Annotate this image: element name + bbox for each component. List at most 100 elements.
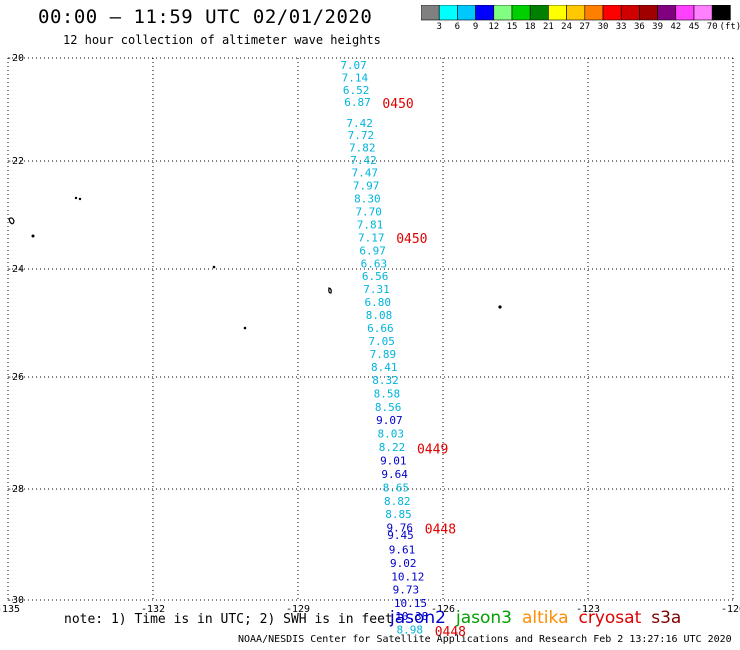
wave-height-value: 6.66 xyxy=(367,322,394,335)
color-scale-label: 3 xyxy=(436,22,442,32)
wave-height-value: 8.32 xyxy=(372,374,399,387)
color-scale-label: 39 xyxy=(652,22,664,32)
island xyxy=(243,326,247,330)
island xyxy=(8,217,15,225)
wave-height-value: 7.82 xyxy=(349,141,376,154)
legend-entry: altika xyxy=(522,608,569,628)
color-swatch xyxy=(711,5,731,21)
color-scale-label: 36 xyxy=(633,22,645,32)
color-scale-label: 12 xyxy=(488,22,500,32)
wave-height-value: 7.31 xyxy=(363,283,390,296)
wave-height-value: 9.01 xyxy=(380,455,407,468)
wave-height-value: 9.61 xyxy=(389,544,416,557)
wave-height-value: 6.80 xyxy=(365,296,392,309)
longitude-label: -135 xyxy=(0,604,20,615)
pass-time-label: 0448 xyxy=(435,625,466,640)
wave-height-value: 6.52 xyxy=(343,84,370,97)
longitude-label: -132 xyxy=(141,604,165,615)
color-scale-label: 30 xyxy=(597,22,609,32)
wave-height-value: 8.58 xyxy=(374,387,401,400)
color-scale-labels: 3 6 9 12 15 18 21 24 27 30 33 36 39 42 45 70 (ft) xyxy=(421,22,740,34)
wave-height-value: 8.65 xyxy=(383,481,410,494)
wave-height-value: 9.45 xyxy=(387,529,414,542)
latitude-tick-labels: -20 -22 -24 -26 -28 -30 xyxy=(6,53,24,606)
latitude-label: -24 xyxy=(6,264,24,275)
wave-height-value: 7.81 xyxy=(357,218,384,231)
latitude-label: -20 xyxy=(6,53,24,64)
wave-height-value: 7.05 xyxy=(368,335,395,348)
wave-height-value: 9.07 xyxy=(376,414,403,427)
pass-time-label: 0450 xyxy=(382,97,413,112)
wave-height-value: 9.02 xyxy=(390,557,417,570)
latitude-label: -30 xyxy=(6,595,24,606)
longitude-tick-labels: -135 -132 -129 -126 -123 -120 xyxy=(0,604,740,615)
wave-height-value: 10.38 xyxy=(395,610,428,623)
wave-height-value: 9.73 xyxy=(393,584,420,597)
wave-height-value: 8.98 xyxy=(396,624,423,637)
islands xyxy=(8,196,502,330)
island xyxy=(31,234,35,238)
color-scale-label: 15 xyxy=(506,22,518,32)
pass-time-label: 0450 xyxy=(396,232,427,247)
pass-time-label: 0448 xyxy=(425,523,456,538)
legend-entry: jason2 xyxy=(390,608,446,628)
credit-line: NOAA/NESDIS Center for Satellite Applica… xyxy=(238,634,732,645)
wave-height-value: 8.41 xyxy=(371,361,398,374)
latitude-label: -26 xyxy=(6,372,24,383)
longitude-label: -126 xyxy=(431,604,455,615)
color-scale-label: 42 xyxy=(670,22,682,32)
latitude-label: -22 xyxy=(6,156,24,167)
wave-height-value: 8.30 xyxy=(354,192,381,205)
grid-lines xyxy=(7,57,734,601)
wave-height-value: 7.70 xyxy=(355,205,382,218)
wave-height-value: 7.42 xyxy=(346,117,373,130)
footnote: note: 1) Time is in UTC; 2) SWH is in fe… xyxy=(64,612,393,627)
color-scale-label: 24 xyxy=(561,22,573,32)
wave-height-value: 9.76 xyxy=(387,521,414,534)
wave-height-value: 8.82 xyxy=(384,495,411,508)
legend-entry: jason3 xyxy=(456,608,512,628)
color-scale-label: 6 xyxy=(454,22,461,32)
color-scale-label: 18 xyxy=(524,22,536,32)
island xyxy=(328,287,332,294)
wave-height-value: 8.85 xyxy=(385,508,412,521)
wave-height-value: 6.97 xyxy=(359,244,386,257)
color-scale-label: 21 xyxy=(542,22,554,32)
altimeter-track: 7.077.146.526.877.427.727.827.427.477.97… xyxy=(340,59,428,636)
island xyxy=(212,265,216,269)
legend-entry: s3a xyxy=(651,608,682,628)
map-subtitle: 12 hour collection of altimeter wave hei… xyxy=(63,33,381,47)
latitude-label: -28 xyxy=(6,484,24,495)
map-title: 00:00 – 11:59 UTC 02/01/2020 xyxy=(38,6,373,28)
wave-height-value: 8.56 xyxy=(375,401,402,414)
longitude-label: -123 xyxy=(576,604,600,615)
wave-height-value: 7.47 xyxy=(352,167,379,180)
longitude-label: -129 xyxy=(286,604,310,615)
wave-height-value: 7.72 xyxy=(348,129,375,142)
longitude-label: -120 xyxy=(721,604,740,615)
color-scale-label: 27 xyxy=(579,22,591,32)
color-scale-bar xyxy=(421,5,731,21)
satellite-legend: jason2 jason3 altika cryosat s3a xyxy=(390,608,691,628)
island xyxy=(498,305,502,309)
wave-height-value: 6.56 xyxy=(362,270,389,283)
color-scale-label: 45 xyxy=(688,22,700,32)
wave-height-value: 7.42 xyxy=(350,154,377,167)
wave-height-value: 10.15 xyxy=(394,597,427,610)
wave-height-value: 9.64 xyxy=(381,468,408,481)
wave-height-value: 10.12 xyxy=(391,570,424,583)
island xyxy=(78,197,82,201)
legend-entry: cryosat xyxy=(578,608,642,628)
island xyxy=(74,196,78,200)
wave-height-value: 8.22 xyxy=(379,441,406,454)
time-labels: 0450 0450 0449 0448 0448 xyxy=(382,97,466,640)
wave-height-value: 6.87 xyxy=(344,96,371,109)
wave-height-value: 8.03 xyxy=(377,428,404,441)
wave-height-value: 7.14 xyxy=(342,71,369,84)
color-scale-label: (ft) xyxy=(719,22,740,32)
color-scale-label: 33 xyxy=(615,22,627,32)
wave-height-value: 7.17 xyxy=(358,231,385,244)
wave-height-value: 6.63 xyxy=(361,257,388,270)
wave-height-value: 7.97 xyxy=(353,180,380,193)
